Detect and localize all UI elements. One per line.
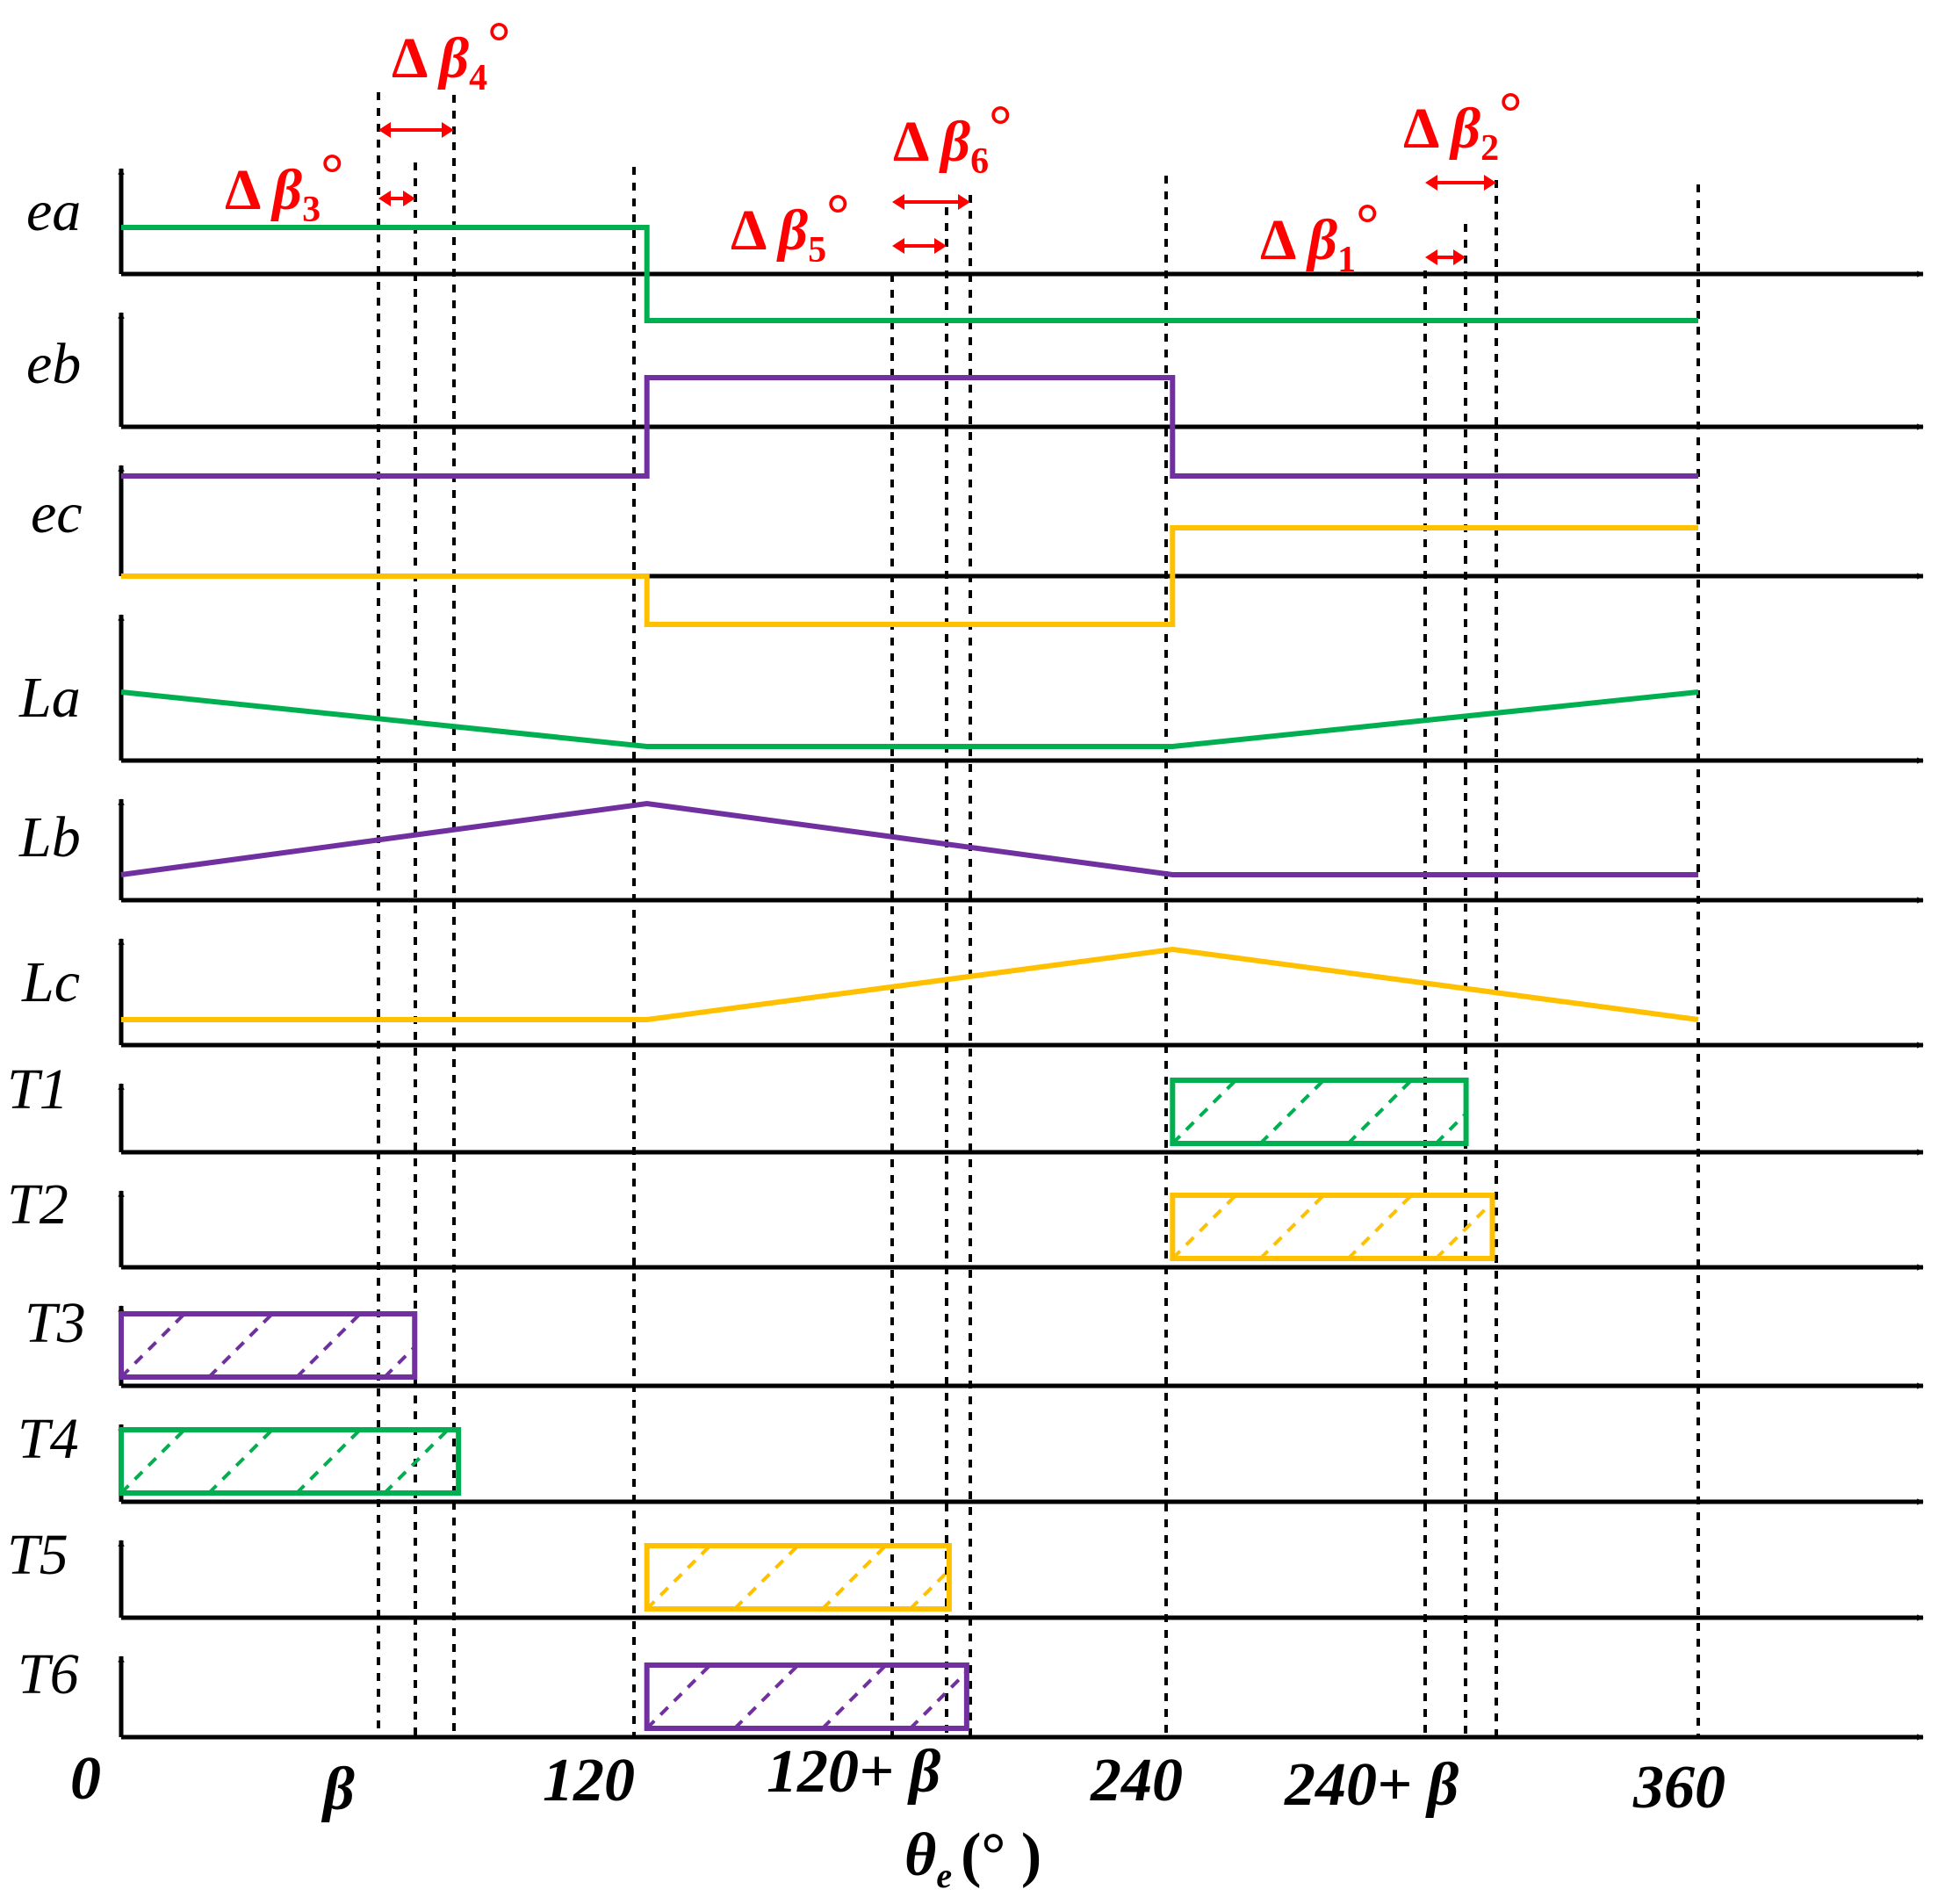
switch-box-outline [1170,1078,1469,1146]
delta-beta-6-label: Δ β6° [893,94,1012,182]
hatch-line [909,1569,951,1611]
hatch-line [119,1312,186,1379]
row-label-t1: T1 [7,1057,68,1121]
row-axes [118,168,1924,1741]
x-tick-label: 240 [1090,1747,1183,1814]
delta-beta-4-arrow [378,122,454,138]
x-tick-label: 240+ β [1284,1751,1459,1819]
arrow-head-right [442,122,454,138]
x-tick-label: 120+ β [767,1738,940,1806]
hatch-line [645,1544,712,1611]
arrow-head-left [892,194,904,210]
delta-beta-1-arrow [1425,249,1466,265]
row-label-t2: T2 [7,1172,68,1237]
x-tick-label: β [321,1756,355,1823]
row-labels: ea eb ec La Lb Lc T1 T2 T3 T4 T5 T6 [7,179,86,1706]
arrow-head-right [1453,249,1466,265]
hatch-line [1434,1112,1468,1145]
angle-reference-lines [377,92,1700,1737]
delta-beta-4-label: Δ β4° [392,11,510,98]
waveform-la [120,689,1699,749]
row-label-la: La [18,666,81,730]
row-label-lb: Lb [18,805,81,869]
delta-beta-2-arrow [1425,175,1496,191]
hatch-line [821,1663,888,1730]
hatch-line [119,1428,186,1495]
hatch-line [733,1663,800,1730]
arrow-head-right [403,191,415,206]
hatch-line [383,1428,450,1495]
switch-box-t4 [119,1427,462,1496]
hatch-line [1258,1078,1325,1145]
arrow-head-left [378,122,391,138]
x-axis-title: θe (° ) [904,1821,1041,1895]
hatch-line [909,1670,969,1730]
switch-box-outline [644,1662,969,1731]
delta-beta-2-label: Δ β2° [1403,81,1522,169]
waveforms [120,225,1699,1022]
switch-box-t2 [1170,1193,1495,1261]
hatch-line [1258,1194,1325,1260]
delta-beta-3-arrow [378,191,415,206]
delta-beta-6-arrow [892,194,970,210]
hatch-line [733,1544,800,1611]
row-label-lc: Lc [21,950,80,1014]
delta-beta-annotations: Δ β1° Δ β2° Δ β3° Δ β4° Δ β5° Δ β6° [225,11,1522,280]
x-tick-label: 360 [1632,1754,1725,1821]
hatch-line [383,1345,416,1379]
waveform-ec [121,525,1698,627]
row-label-t3: T3 [25,1291,86,1355]
x-tick-label: 120 [543,1747,635,1814]
switch-box-t6 [644,1662,969,1731]
hatch-line [645,1663,712,1730]
delta-beta-3-label: Δ β3° [225,142,343,230]
row-label-t4: T4 [18,1407,79,1471]
switch-box-outline [119,1427,462,1496]
hatch-line [1346,1078,1413,1145]
delta-beta-1-label: Δ β1° [1260,192,1379,280]
row-label-eb: eb [26,332,81,396]
switch-conduction-boxes [119,1078,1495,1731]
arrow-head-left [378,191,391,206]
hatch-line [207,1312,274,1379]
hatch-line [207,1428,274,1495]
hatch-line [295,1312,362,1379]
hatch-line [295,1428,362,1495]
switch-box-t5 [644,1543,952,1612]
x-origin-label: 0 [70,1745,101,1813]
hatch-line [1171,1078,1237,1145]
row-label-ec: ec [31,481,83,545]
delta-beta-5-label: Δ β5° [731,183,849,270]
arrow-head-right [1484,175,1496,191]
waveform-eb [121,375,1698,479]
hatch-line [1346,1194,1413,1260]
hatch-line [1171,1194,1237,1260]
arrow-head-right [958,194,970,210]
switch-box-outline [1170,1193,1495,1261]
x-axis-tick-labels: 0 β 120 120+ β 240 240+ β 360 [70,1738,1725,1823]
arrow-head-left [892,238,904,254]
switch-box-outline [644,1543,952,1612]
arrow-head-left [1425,249,1437,265]
arrow-head-left [1425,175,1437,191]
waveform-lb [120,800,1698,877]
arrow-head-right [934,238,947,254]
hatch-line [1434,1201,1494,1260]
hatch-line [821,1544,888,1611]
switch-box-t1 [1170,1078,1469,1146]
delta-beta-5-arrow [892,238,947,254]
waveform-lc [121,946,1699,1022]
row-label-t6: T6 [18,1642,79,1706]
switch-box-t3 [119,1311,418,1380]
row-label-ea: ea [26,179,81,243]
switch-box-outline [119,1311,418,1380]
row-label-t5: T5 [7,1523,68,1587]
waveform-ea [121,225,1698,323]
